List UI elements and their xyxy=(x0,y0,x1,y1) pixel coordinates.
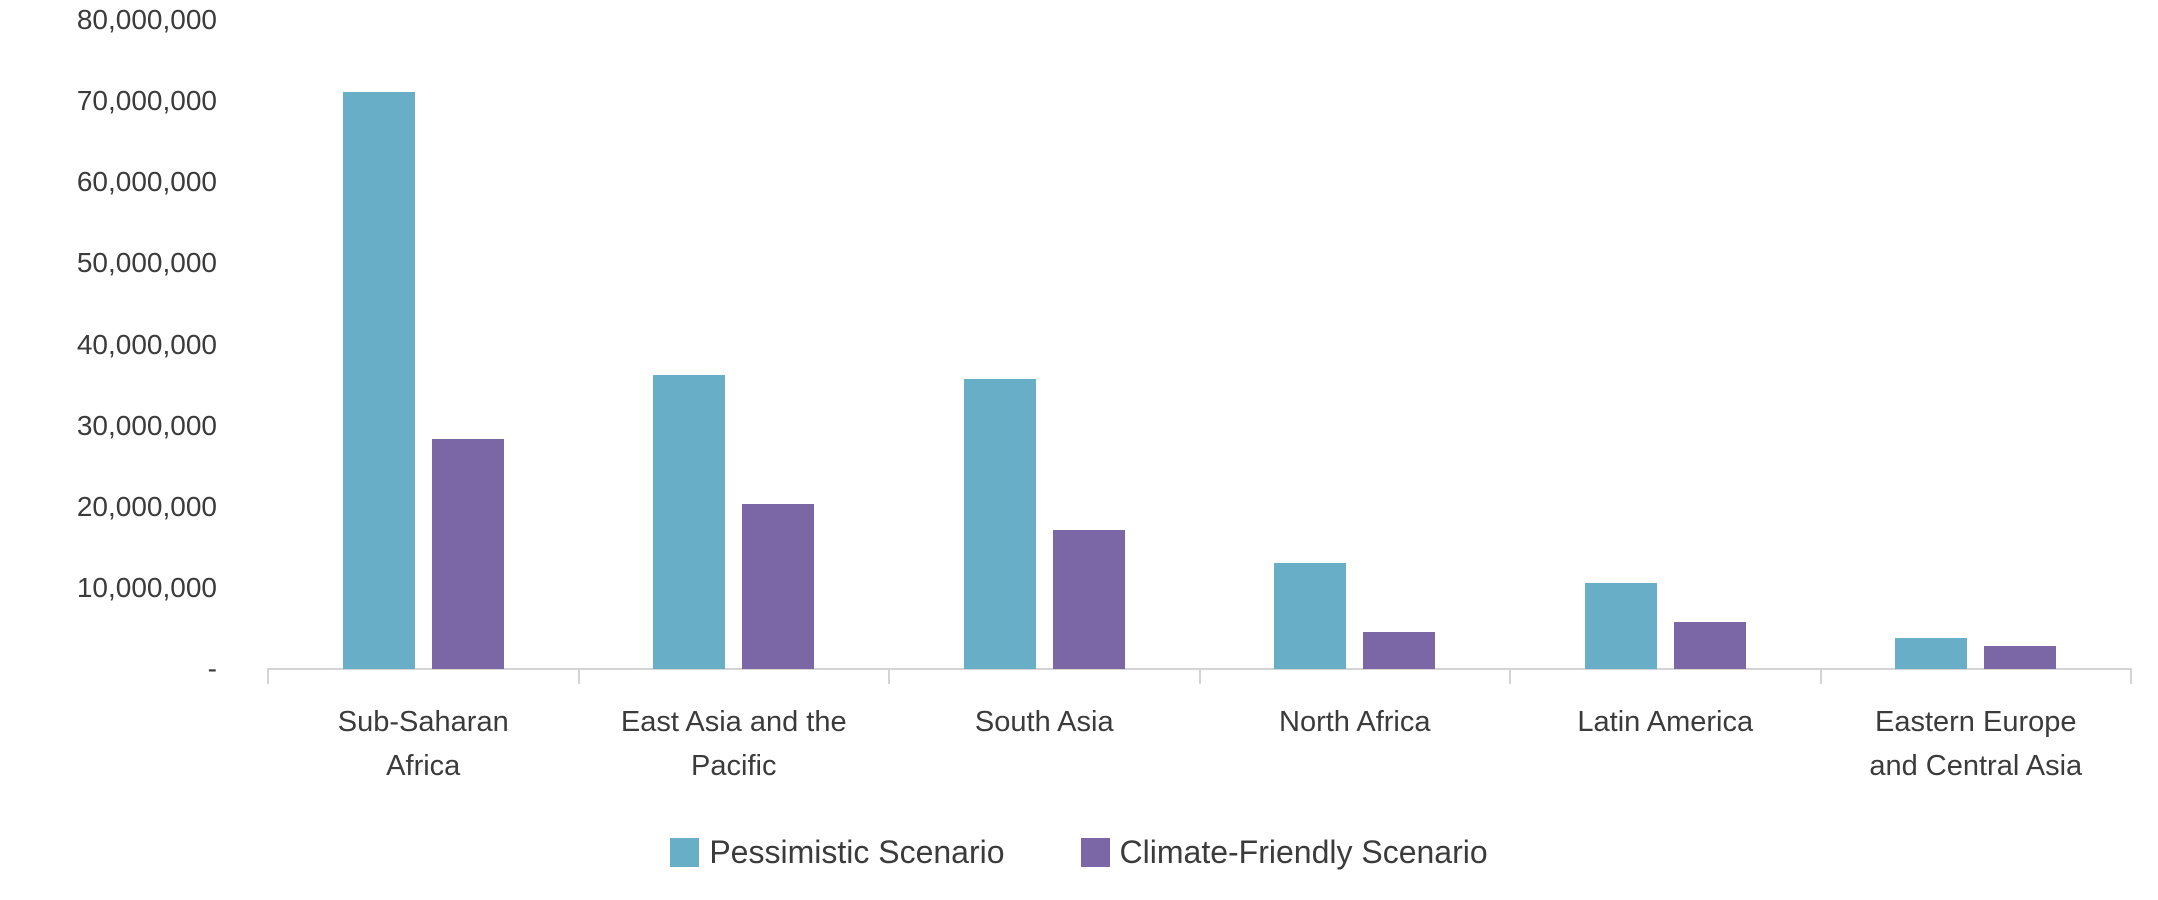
category-label: North Africa xyxy=(1200,700,1511,744)
bar-climate-friendly-5 xyxy=(1984,646,2057,669)
category-label-line: Sub-Saharan xyxy=(337,706,509,738)
bar-pessimistic-5 xyxy=(1895,638,1968,669)
bar-pessimistic-0 xyxy=(342,92,415,669)
legend-label-pessimistic: Pessimistic Scenario xyxy=(709,834,1005,870)
category-label-line: Pacific xyxy=(691,750,777,782)
category-label: Eastern Europe and Central Asia xyxy=(1821,700,2132,788)
category-label-line: South Asia xyxy=(974,706,1114,738)
category-label: Latin America xyxy=(1510,700,1821,744)
x-axis-tick xyxy=(1509,668,1511,684)
x-axis-tick xyxy=(888,668,890,684)
legend-item-climate-friendly: Climate-Friendly Scenario xyxy=(1080,833,1488,871)
y-axis-tick-label: 60,000,000 xyxy=(76,166,217,198)
y-axis-tick-label: 70,000,000 xyxy=(76,85,217,117)
bar-climate-friendly-3 xyxy=(1363,632,1436,669)
y-axis-tick-label: 20,000,000 xyxy=(76,490,217,522)
x-axis-tick xyxy=(1819,668,1822,684)
category-label-line: Latin America xyxy=(1577,706,1754,738)
legend-item-pessimistic: Pessimistic Scenario xyxy=(670,833,1005,871)
legend-swatch-pessimistic-icon xyxy=(670,837,700,867)
y-axis-tick-label: - xyxy=(207,653,217,684)
bar-climate-friendly-2 xyxy=(1052,530,1125,669)
x-axis-tick xyxy=(267,668,269,684)
bar-climate-friendly-1 xyxy=(742,504,815,669)
bar-pessimistic-3 xyxy=(1274,563,1347,669)
bar-pessimistic-4 xyxy=(1584,583,1657,669)
category-label-line: North Africa xyxy=(1279,706,1431,738)
y-axis-tick-label: 50,000,000 xyxy=(76,247,217,279)
category-label-line: Africa xyxy=(386,750,461,782)
bar-climate-friendly-0 xyxy=(431,439,504,669)
y-axis-tick-label: 30,000,000 xyxy=(76,409,217,441)
bar-pessimistic-2 xyxy=(963,379,1036,669)
legend-label-climate-friendly: Climate-Friendly Scenario xyxy=(1119,834,1488,870)
category-label-line: and Central Asia xyxy=(1869,750,2083,782)
bar-climate-friendly-4 xyxy=(1673,622,1746,669)
category-label: South Asia xyxy=(889,700,1200,744)
x-axis-tick xyxy=(2130,668,2132,684)
category-label-line: East Asia and the xyxy=(620,706,847,738)
category-label: Sub-Saharan Africa xyxy=(268,700,579,788)
x-axis-tick xyxy=(1198,668,1201,684)
y-axis-tick-label: 10,000,000 xyxy=(76,571,217,603)
bar-pessimistic-1 xyxy=(653,375,726,669)
category-label: East Asia and the Pacific xyxy=(579,700,890,788)
legend-swatch-climate-friendly-icon xyxy=(1080,837,1110,867)
y-axis-tick-label: 40,000,000 xyxy=(76,328,217,360)
x-axis-tick xyxy=(577,668,580,684)
legend: Pessimistic Scenario Climate-Friendly Sc… xyxy=(0,833,2158,871)
y-axis-tick-label: 80,000,000 xyxy=(76,4,217,35)
category-label-line: Eastern Europe xyxy=(1874,706,2077,738)
